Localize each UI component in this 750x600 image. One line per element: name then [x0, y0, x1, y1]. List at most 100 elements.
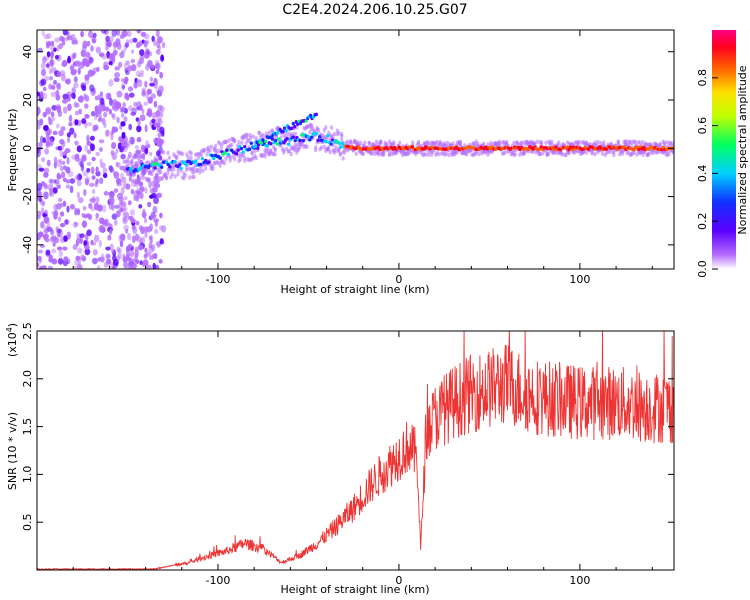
spectrogram-noise-speck — [57, 216, 62, 222]
snr-y-tick-label: 2.5 — [21, 322, 34, 340]
spectrogram-noise-speck — [122, 211, 126, 217]
spectrogram-halo-point — [416, 141, 421, 146]
spectrogram-noise-speck — [153, 122, 159, 128]
spectrogram-noise-speck — [38, 167, 45, 172]
spectrogram-noise-speck — [144, 33, 150, 40]
spectrogram-noise-speck — [126, 250, 131, 258]
spectrogram-noise-speck — [118, 196, 125, 202]
spectrogram-noise-speck — [77, 158, 83, 166]
spectrogram-noise-speck — [44, 209, 48, 215]
spectrogram-noise-speck — [127, 65, 133, 72]
spectrogram-halo-point — [254, 155, 258, 161]
spectrogram-noise-speck — [105, 45, 109, 51]
spectrogram-noise-speck — [139, 186, 145, 192]
spectrogram-noise-speck — [51, 258, 58, 265]
spectrogram-x-tick-label: -100 — [205, 273, 230, 286]
spectrogram-halo-point — [180, 151, 185, 157]
spectrogram-ridge-point — [236, 148, 240, 152]
spectrogram-noise-speck — [84, 178, 90, 186]
spectrogram-halo-point — [316, 127, 321, 133]
spectrogram-halo-point — [238, 157, 243, 162]
spectrogram-noise-speck — [50, 40, 55, 47]
spectrogram-noise-speck — [86, 134, 90, 143]
spectrogram-panel: -100 0 100 -40 -20 0 20 40 Height of straight l… — [6, 29, 675, 296]
spectrogram-noise-speck — [158, 139, 165, 145]
spectrogram-ridge-point — [151, 162, 156, 166]
spectrogram-noise-speck — [49, 58, 55, 67]
spectrogram-noise-speck — [128, 105, 133, 112]
spectrogram-halo-point — [138, 176, 143, 181]
spectrogram-noise-speck — [50, 116, 56, 122]
spectrogram-halo-point — [541, 151, 545, 156]
spectrogram-noise-speck — [103, 64, 110, 71]
spectrogram-noise-speck — [66, 205, 70, 213]
spectrogram-noise-speck — [153, 100, 158, 108]
spectrogram-noise-speck — [75, 241, 79, 247]
spectrogram-halo-point — [289, 151, 293, 157]
spectrogram-noise-speck — [120, 49, 126, 54]
spectrogram-noise-speck — [82, 205, 87, 211]
spectrogram-halo-point — [427, 152, 431, 157]
spectrogram-noise-speck — [101, 105, 107, 112]
spectrogram-noise-speck — [72, 61, 78, 67]
spectrogram-noise-speck — [105, 246, 111, 251]
spectrogram-noise-speck — [141, 87, 146, 94]
spectrogram-halo-point — [324, 125, 328, 130]
spectrogram-noise-speck — [59, 222, 66, 228]
spectrogram-noise-speck — [144, 48, 150, 55]
spectrogram-branch-point — [291, 121, 295, 126]
spectrogram-noise-speck — [73, 82, 79, 89]
spectrogram-noise-speck — [49, 188, 53, 196]
spectrogram-halo-point — [308, 130, 312, 135]
spectrogram-noise-speck — [114, 219, 118, 226]
spectrogram-halo-point — [447, 152, 451, 158]
spectrogram-halo-point — [260, 153, 264, 159]
spectrogram-noise-speck — [40, 93, 44, 98]
spectrogram-ridge-point — [329, 142, 333, 146]
spectrogram-halo-point — [477, 151, 481, 157]
spectrogram-noise-speck — [65, 184, 71, 189]
spectrogram-noise-speck — [131, 263, 138, 269]
spectrogram-noise-speck — [128, 92, 135, 98]
spectrogram-ridge-point — [249, 141, 253, 145]
spectrogram-noise-speck — [111, 30, 117, 37]
spectrogram-halo-point — [328, 149, 332, 155]
spectrogram-noise-speck — [139, 260, 143, 266]
spectrogram-halo-point — [172, 163, 176, 168]
spectrogram-noise-speck — [102, 172, 108, 179]
spectrogram-noise-speck — [78, 108, 82, 115]
spectrogram-noise-speck — [61, 98, 68, 104]
spectrogram-noise-speck — [77, 263, 82, 269]
spectrogram-noise-speck — [79, 160, 84, 168]
spectrogram-noise-speck — [79, 233, 85, 239]
spectrogram-noise-speck — [60, 144, 65, 151]
spectrogram-noise-speck — [140, 31, 147, 37]
spectrogram-noise-speck — [55, 226, 59, 232]
spectrogram-ridge-point — [184, 163, 188, 167]
spectrogram-noise-speck — [81, 213, 86, 218]
spectrogram-noise-speck — [90, 197, 97, 204]
spectrogram-noise-speck — [56, 159, 63, 168]
spectrogram-noise-speck — [125, 70, 130, 76]
spectrogram-noise-speck — [99, 256, 105, 262]
spectrogram-noise-speck — [80, 30, 84, 38]
spectrogram-noise-speck — [77, 67, 81, 75]
spectrogram-noise-speck — [127, 86, 134, 92]
spectrogram-noise-speck — [58, 158, 62, 164]
spectrogram-halo-point — [233, 138, 237, 143]
spectrogram-ridge-point — [168, 165, 172, 169]
spectrogram-noise-speck — [130, 188, 135, 195]
spectrogram-noise-speck — [40, 62, 46, 69]
spectrogram-halo-point — [451, 141, 455, 146]
spectrogram-noise-speck — [133, 81, 138, 89]
spectrogram-halo-point — [445, 140, 450, 146]
spectrogram-noise-speck — [143, 40, 148, 48]
snr-y-tick-label: 1.0 — [21, 466, 34, 484]
spectrogram-noise-speck — [41, 68, 47, 77]
spectrogram-noise-speck — [57, 246, 62, 251]
spectrogram-noise-speck — [149, 223, 154, 232]
spectrogram-halo-point — [444, 151, 448, 157]
spectrogram-noise-speck — [57, 232, 61, 238]
spectrogram-noise-speck — [156, 192, 163, 199]
